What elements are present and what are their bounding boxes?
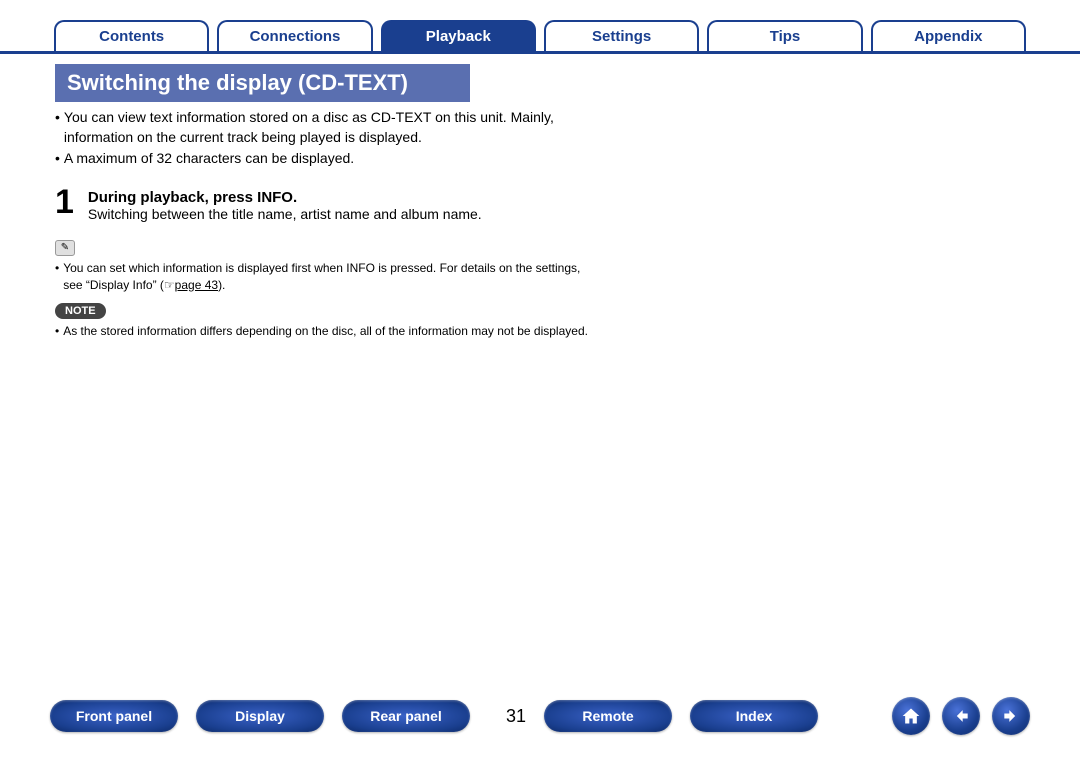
note-text-row: • As the stored information differs depe… — [55, 323, 595, 340]
tab-appendix[interactable]: Appendix — [871, 20, 1026, 51]
tab-playback[interactable]: Playback — [381, 20, 536, 51]
btn-index[interactable]: Index — [690, 700, 818, 732]
btn-display[interactable]: Display — [196, 700, 324, 732]
home-button[interactable] — [892, 697, 930, 735]
bullet-dot: • — [55, 260, 59, 294]
tip-suffix: ). — [218, 278, 225, 292]
section-title: Switching the display (CD-TEXT) — [55, 64, 470, 102]
arrow-left-icon — [951, 706, 971, 726]
step-number: 1 — [55, 185, 74, 219]
btn-remote[interactable]: Remote — [544, 700, 672, 732]
bullet-text: A maximum of 32 characters can be displa… — [64, 149, 354, 169]
tab-contents[interactable]: Contents — [54, 20, 209, 51]
bullet-1: • You can view text information stored o… — [55, 108, 595, 147]
step-desc: Switching between the title name, artist… — [88, 206, 482, 222]
tab-connections[interactable]: Connections — [217, 20, 372, 51]
note-badge: NOTE — [55, 303, 106, 319]
link-glyph-icon: ☞ — [164, 278, 175, 292]
tip-text: You can set which information is display… — [63, 260, 595, 294]
pencil-icon: ✎ — [55, 240, 75, 256]
tip-note: • You can set which information is displ… — [55, 260, 595, 294]
home-icon — [901, 706, 921, 726]
bullet-dot: • — [55, 108, 60, 147]
step-title: During playback, press INFO. — [88, 189, 482, 206]
note-text: As the stored information differs depend… — [63, 323, 588, 340]
bottom-bar: Front panel Display Rear panel 31 Remote… — [0, 697, 1080, 735]
page-number: 31 — [506, 706, 526, 727]
bullet-2: • A maximum of 32 characters can be disp… — [55, 149, 595, 169]
step-1: 1 During playback, press INFO. Switching… — [55, 185, 595, 222]
top-tabs: Contents Connections Playback Settings T… — [0, 0, 1080, 54]
btn-front-panel[interactable]: Front panel — [50, 700, 178, 732]
prev-button[interactable] — [942, 697, 980, 735]
next-button[interactable] — [992, 697, 1030, 735]
arrow-right-icon — [1001, 706, 1021, 726]
btn-rear-panel[interactable]: Rear panel — [342, 700, 470, 732]
tab-tips[interactable]: Tips — [707, 20, 862, 51]
page-link[interactable]: page 43 — [175, 278, 218, 292]
bullet-text: You can view text information stored on … — [64, 108, 595, 147]
bullet-dot: • — [55, 149, 60, 169]
bullet-dot: • — [55, 323, 59, 340]
tip-prefix: You can set which information is display… — [63, 261, 580, 292]
body-content: • You can view text information stored o… — [55, 108, 595, 340]
tab-settings[interactable]: Settings — [544, 20, 699, 51]
